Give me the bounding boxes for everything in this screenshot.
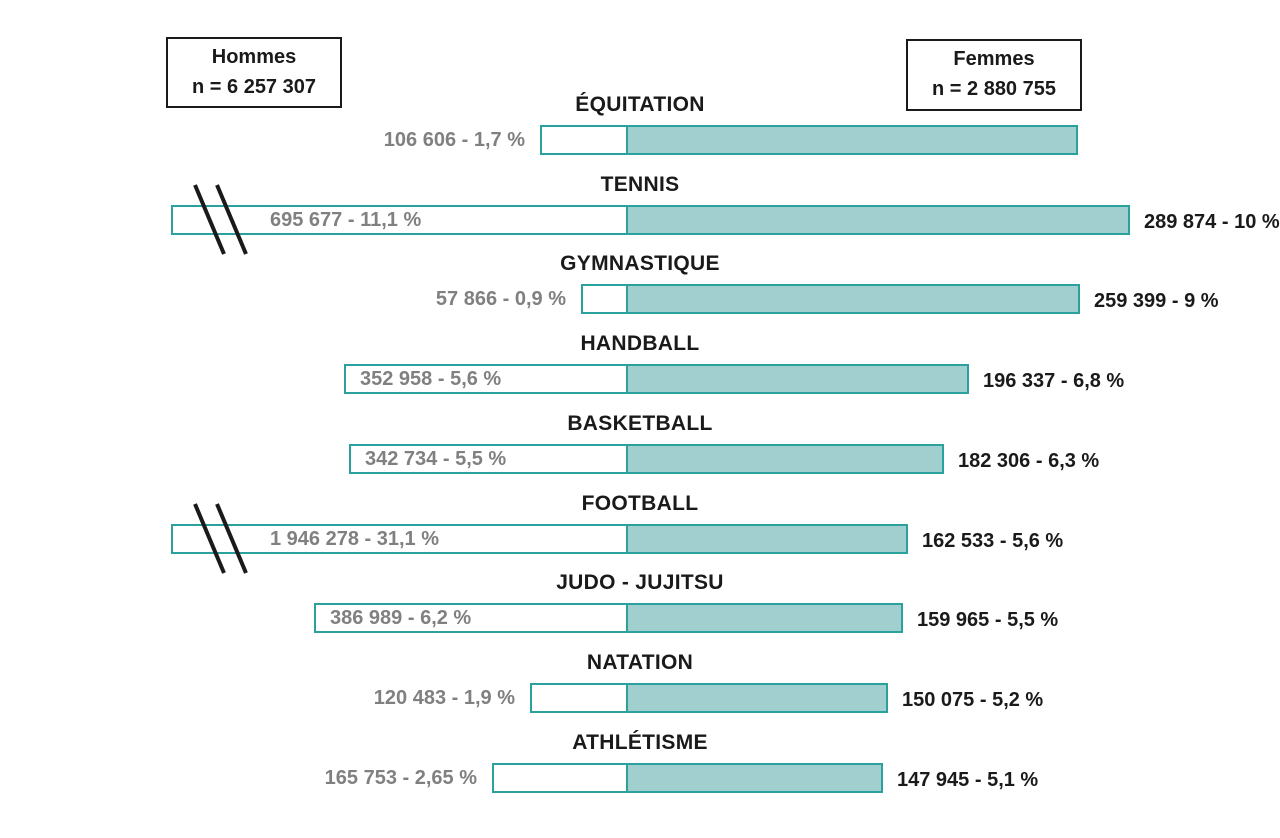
axis-break-icon	[195, 504, 246, 573]
chart: Hommes n = 6 257 307 Femmes n = 2 880 75…	[0, 0, 1280, 838]
axis-break-marks	[0, 0, 1280, 838]
axis-break-icon	[195, 185, 246, 254]
